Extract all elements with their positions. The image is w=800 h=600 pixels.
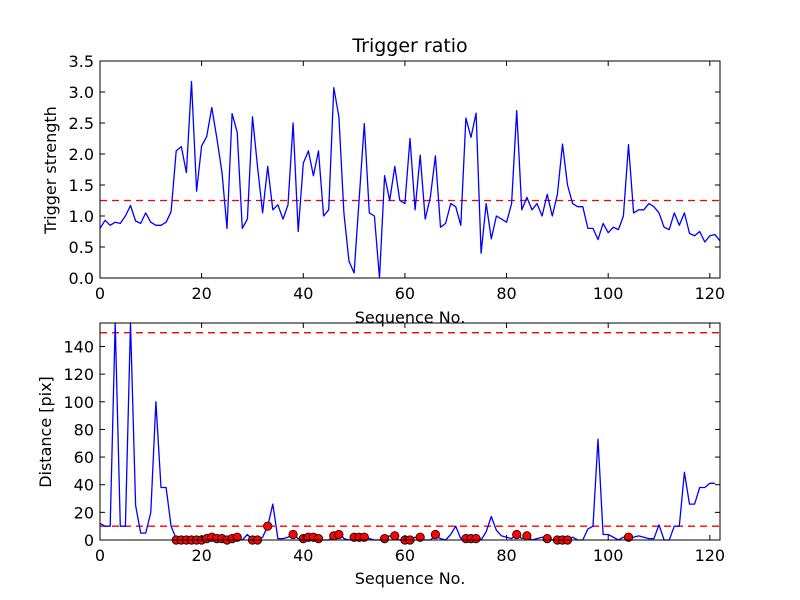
distance-chart: 0 20 40 60 80 100 120 0 20 40 60 80 100 120 140 Seque… xyxy=(36,322,725,588)
distance-series xyxy=(99,322,715,541)
threshold-lines xyxy=(100,332,720,527)
y-tick-label: 2.0 xyxy=(69,145,94,164)
y-tick-label: 3.5 xyxy=(69,52,94,71)
x-tick-label: 100 xyxy=(593,546,624,565)
trigger-marker xyxy=(390,531,400,541)
x-ticks: 0 20 40 60 80 100 120 xyxy=(95,61,725,303)
y-tick-label: 80 xyxy=(74,420,94,439)
trigger-ratio-chart: Trigger ratio 0 20 40 60 80 100 120 0.0 0.5 1.0 1… xyxy=(41,35,725,327)
y-tick-label: 0 xyxy=(84,531,94,550)
trigger-marker xyxy=(313,534,324,544)
x-ticks: 0 20 40 60 80 100 120 xyxy=(95,323,725,565)
y-axis-label: Distance [pix] xyxy=(36,376,55,488)
trigger-marker xyxy=(359,532,369,542)
y-tick-label: 40 xyxy=(74,476,94,495)
y-ticks: 0.0 0.5 1.0 1.5 2.0 2.5 3.0 3.5 xyxy=(69,52,720,288)
trigger-marker xyxy=(232,532,242,542)
trigger-marker xyxy=(430,529,441,540)
x-tick-label: 20 xyxy=(191,546,211,565)
trigger-marker xyxy=(623,532,634,542)
trigger-marker xyxy=(512,529,522,540)
y-tick-label: 2.5 xyxy=(69,114,94,133)
x-tick-label: 0 xyxy=(95,284,105,303)
x-tick-label: 120 xyxy=(695,284,726,303)
x-tick-label: 80 xyxy=(496,284,516,303)
plot-frame xyxy=(99,322,721,541)
y-tick-label: 120 xyxy=(63,365,94,384)
y-axis-label: Trigger strength xyxy=(41,106,60,235)
x-tick-label: 40 xyxy=(293,546,313,565)
x-axis-label: Sequence No. xyxy=(355,569,466,588)
x-tick-label: 80 xyxy=(496,546,516,565)
y-tick-label: 20 xyxy=(74,503,94,522)
x-tick-label: 100 xyxy=(593,284,624,303)
trigger-marker xyxy=(288,529,298,540)
y-tick-label: 1.5 xyxy=(69,176,94,195)
trigger-marker xyxy=(542,534,552,544)
trigger-marker xyxy=(334,529,344,540)
y-tick-label: 60 xyxy=(74,448,94,467)
x-tick-label: 120 xyxy=(695,546,726,565)
x-axis-label: Sequence No. xyxy=(355,308,466,327)
x-tick-label: 60 xyxy=(395,546,415,565)
x-tick-label: 40 xyxy=(293,284,313,303)
trigger-strength-series xyxy=(99,80,721,279)
trigger-marker xyxy=(415,532,425,542)
x-tick-label: 20 xyxy=(191,284,211,303)
y-tick-label: 3.0 xyxy=(69,83,94,102)
y-tick-label: 1.0 xyxy=(69,207,94,226)
trigger-marker xyxy=(522,531,532,541)
plot-frame xyxy=(99,60,721,279)
trigger-markers xyxy=(171,521,634,545)
trigger-marker xyxy=(471,534,481,544)
y-tick-label: 0.0 xyxy=(69,269,94,288)
y-ticks: 0 20 40 60 80 100 120 140 xyxy=(63,337,720,550)
y-tick-label: 140 xyxy=(63,337,94,356)
trigger-marker xyxy=(379,534,390,544)
chart-title: Trigger ratio xyxy=(351,35,467,57)
y-tick-label: 0.5 xyxy=(69,238,94,257)
y-tick-label: 100 xyxy=(63,393,94,412)
x-tick-label: 0 xyxy=(95,546,105,565)
trigger-marker xyxy=(263,521,273,531)
x-tick-label: 60 xyxy=(395,284,415,303)
